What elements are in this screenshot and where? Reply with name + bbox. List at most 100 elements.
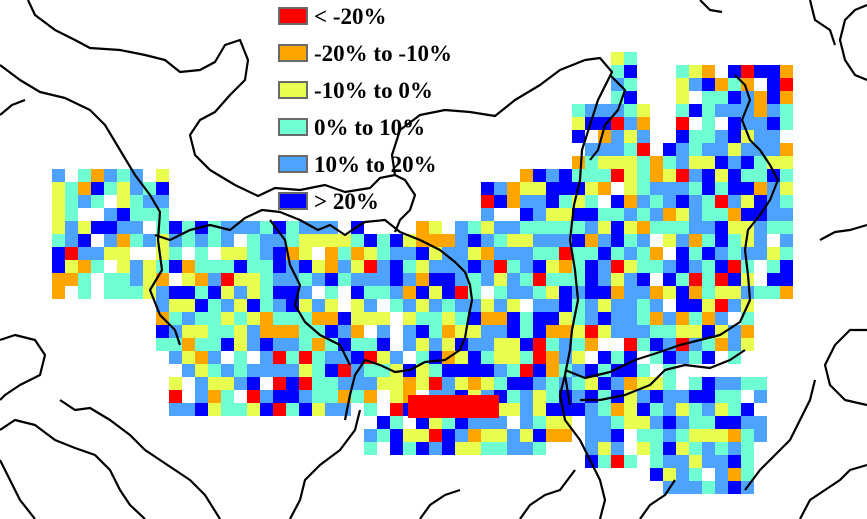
grid-cell bbox=[494, 312, 507, 325]
grid-cell bbox=[689, 286, 702, 299]
grid-cell bbox=[338, 377, 351, 390]
grid-cell bbox=[585, 312, 598, 325]
grid-cell bbox=[156, 247, 169, 260]
grid-cell bbox=[559, 429, 572, 442]
grid-cell bbox=[676, 442, 689, 455]
grid-cell bbox=[715, 286, 728, 299]
grid-cell bbox=[533, 286, 546, 299]
grid-cell bbox=[611, 377, 624, 390]
grid-cell bbox=[624, 273, 637, 286]
grid-cell bbox=[65, 247, 78, 260]
grid-cell bbox=[377, 286, 390, 299]
grid-cell bbox=[702, 247, 715, 260]
grid-cell bbox=[663, 312, 676, 325]
grid-cell bbox=[481, 299, 494, 312]
grid-cell bbox=[702, 182, 715, 195]
grid-cell bbox=[533, 299, 546, 312]
grid-cell bbox=[494, 286, 507, 299]
grid-cell bbox=[715, 481, 728, 494]
grid-cell bbox=[104, 234, 117, 247]
grid-cell bbox=[468, 351, 481, 364]
grid-cell bbox=[676, 351, 689, 364]
grid-cell bbox=[598, 208, 611, 221]
legend-swatch bbox=[278, 81, 308, 99]
grid-cell bbox=[507, 312, 520, 325]
grid-cell bbox=[559, 260, 572, 273]
grid-cell bbox=[728, 260, 741, 273]
grid-cell bbox=[286, 351, 299, 364]
grid-cell bbox=[117, 169, 130, 182]
grid-cell bbox=[728, 481, 741, 494]
grid-cell bbox=[143, 260, 156, 273]
grid-cell bbox=[299, 377, 312, 390]
grid-cell bbox=[689, 208, 702, 221]
grid-cell bbox=[650, 429, 663, 442]
grid-cell bbox=[676, 325, 689, 338]
grid-cell bbox=[117, 286, 130, 299]
grid-cell bbox=[494, 338, 507, 351]
grid-cell bbox=[546, 429, 559, 442]
grid-cell bbox=[767, 91, 780, 104]
grid-cell bbox=[221, 377, 234, 390]
grid-cell bbox=[442, 364, 455, 377]
grid-cell bbox=[728, 455, 741, 468]
grid-cell bbox=[390, 273, 403, 286]
grid-cell bbox=[325, 403, 338, 416]
grid-cell bbox=[546, 273, 559, 286]
grid-cell bbox=[117, 208, 130, 221]
grid-cell bbox=[221, 273, 234, 286]
grid-cell bbox=[572, 273, 585, 286]
grid-cell bbox=[624, 91, 637, 104]
grid-cell bbox=[507, 403, 520, 416]
grid-cell bbox=[546, 416, 559, 429]
grid-cell bbox=[130, 234, 143, 247]
grid-cell bbox=[52, 247, 65, 260]
grid-cell bbox=[676, 143, 689, 156]
grid-cell bbox=[351, 338, 364, 351]
grid-cell bbox=[286, 338, 299, 351]
grid-cell bbox=[702, 403, 715, 416]
grid-cell bbox=[390, 299, 403, 312]
grid-cell bbox=[585, 338, 598, 351]
grid-cell bbox=[663, 221, 676, 234]
grid-cell bbox=[312, 364, 325, 377]
grid-cell bbox=[312, 338, 325, 351]
grid-cell bbox=[260, 299, 273, 312]
grid-cell bbox=[572, 351, 585, 364]
grid-cell bbox=[663, 208, 676, 221]
grid-cell bbox=[689, 455, 702, 468]
grid-cell bbox=[624, 286, 637, 299]
grid-cell bbox=[468, 247, 481, 260]
grid-cell bbox=[390, 286, 403, 299]
boundary-line bbox=[799, 463, 867, 519]
grid-cell bbox=[559, 221, 572, 234]
grid-cell bbox=[260, 403, 273, 416]
grid-cell bbox=[299, 234, 312, 247]
grid-cell bbox=[234, 364, 247, 377]
grid-cell bbox=[689, 143, 702, 156]
grid-cell bbox=[468, 221, 481, 234]
grid-cell bbox=[702, 442, 715, 455]
grid-cell bbox=[702, 195, 715, 208]
grid-cell bbox=[377, 260, 390, 273]
grid-cell bbox=[689, 377, 702, 390]
grid-cell bbox=[416, 273, 429, 286]
grid-cell bbox=[546, 247, 559, 260]
grid-cell bbox=[169, 403, 182, 416]
grid-cell bbox=[585, 247, 598, 260]
grid-cell bbox=[728, 78, 741, 91]
grid-cell bbox=[663, 351, 676, 364]
grid-cell bbox=[468, 364, 481, 377]
grid-cell bbox=[260, 351, 273, 364]
grid-cell bbox=[689, 156, 702, 169]
grid-cell bbox=[481, 338, 494, 351]
grid-cell bbox=[715, 156, 728, 169]
grid-cell bbox=[377, 351, 390, 364]
grid-cell bbox=[624, 325, 637, 338]
grid-cell bbox=[403, 247, 416, 260]
grid-cell bbox=[486, 405, 499, 418]
grid-cell bbox=[546, 182, 559, 195]
grid-cell bbox=[169, 221, 182, 234]
grid-cell bbox=[611, 52, 624, 65]
grid-cell bbox=[260, 260, 273, 273]
